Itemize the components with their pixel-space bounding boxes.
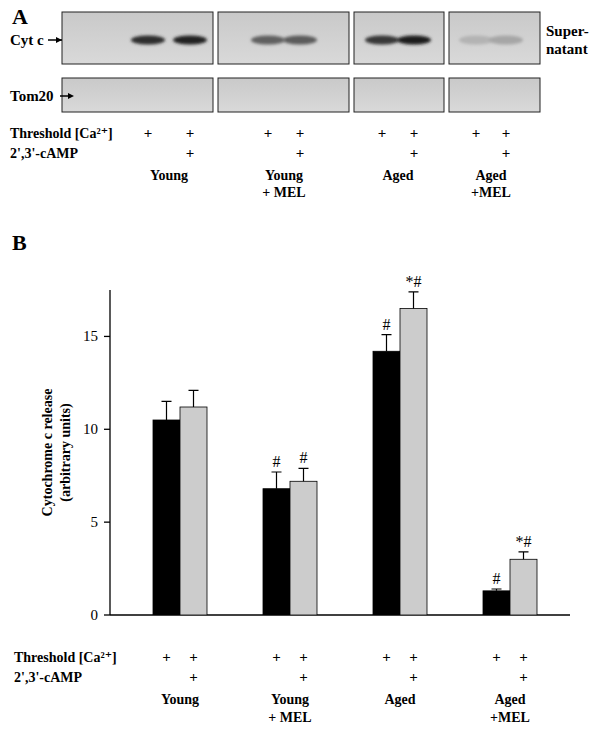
bar: [180, 407, 207, 615]
condition-mark: +: [189, 669, 198, 685]
y-tick-label: 10: [83, 421, 98, 437]
error-bar: [299, 468, 309, 481]
x-tick-label: Young: [271, 692, 309, 707]
condition-mark: +: [409, 669, 418, 685]
condition-mark: +: [378, 125, 387, 141]
condition-label: Threshold [Ca²⁺]: [10, 126, 113, 141]
blot-band: [365, 36, 399, 45]
condition-mark: +: [186, 125, 195, 141]
condition-mark: +: [519, 649, 528, 665]
blot-box: [62, 12, 213, 64]
significance-label: *#: [406, 273, 422, 290]
bar: [290, 481, 317, 615]
significance-label: #: [300, 449, 308, 466]
y-tick-label: 0: [91, 607, 99, 623]
condition-label: 2',3'-cAMP: [14, 670, 82, 685]
condition-mark: +: [144, 125, 153, 141]
condition-mark: +: [272, 649, 281, 665]
blot-band: [489, 36, 523, 45]
error-bar: [519, 552, 529, 559]
panel-label: B: [12, 230, 27, 255]
condition-label: 2',3'-cAMP: [10, 146, 78, 161]
x-tick-label: Aged: [494, 692, 525, 707]
blot-band: [251, 36, 285, 45]
condition-mark: +: [296, 125, 305, 141]
condition-mark: +: [410, 125, 419, 141]
blot-box: [449, 78, 540, 112]
arrow-head: [56, 37, 62, 43]
condition-mark: +: [519, 669, 528, 685]
y-tick: [104, 429, 110, 430]
y-tick-label: 15: [83, 328, 98, 344]
condition-mark: +: [410, 145, 419, 161]
row-label: Cyt c: [10, 32, 44, 48]
significance-label: #: [273, 453, 281, 470]
group-label: Aged: [475, 168, 506, 183]
blot-box: [449, 12, 540, 64]
error-bar: [409, 292, 419, 309]
bar: [510, 559, 537, 615]
blot-box: [218, 12, 349, 64]
row-label: Tom20: [10, 88, 54, 104]
blot-band: [131, 36, 165, 45]
condition-mark: +: [502, 125, 511, 141]
group-label: Young: [150, 168, 188, 183]
fraction-label: natant: [546, 41, 588, 57]
condition-mark: +: [492, 649, 501, 665]
condition-mark: +: [162, 649, 171, 665]
blot-box: [62, 78, 213, 112]
condition-label: Threshold [Ca²⁺]: [14, 650, 117, 665]
figure: A Cyt c Tom20 Super-natant Threshold [Ca²⁺] +…: [0, 0, 604, 741]
condition-mark: +: [472, 125, 481, 141]
group-label: Young: [265, 168, 303, 183]
bar: [483, 591, 510, 615]
condition-mark: +: [186, 145, 195, 161]
error-bar: [492, 589, 502, 591]
y-axis-label: (arbitrary units): [58, 403, 74, 502]
condition-mark: +: [409, 649, 418, 665]
blot-band: [397, 36, 431, 45]
bars: [153, 292, 537, 615]
condition-mark: +: [264, 125, 273, 141]
y-axis-label: Cytochrome c release: [40, 389, 55, 517]
error-bar: [272, 472, 282, 489]
blot-box: [354, 78, 444, 112]
condition-mark: +: [299, 669, 308, 685]
bar: [153, 420, 180, 615]
blot-band: [173, 36, 207, 45]
x-tick-label: Aged: [384, 692, 415, 707]
y-tick: [104, 614, 110, 615]
significance-label: #: [493, 570, 501, 587]
bar: [400, 309, 427, 615]
fraction-label: Super-: [546, 23, 589, 39]
condition-mark: +: [382, 649, 391, 665]
x-tick-label: Young: [161, 692, 199, 707]
y-tick-label: 5: [91, 514, 99, 530]
blot-band: [283, 36, 317, 45]
significance-label: #: [383, 316, 391, 333]
significance-label: *#: [516, 533, 532, 550]
blot-box: [354, 12, 444, 64]
group-label: + MEL: [262, 185, 305, 200]
condition-mark: +: [296, 145, 305, 161]
y-tick: [104, 336, 110, 337]
condition-mark: +: [189, 649, 198, 665]
x-tick-label: + MEL: [268, 710, 311, 725]
blot-box: [218, 78, 349, 112]
group-label: +MEL: [471, 185, 511, 200]
panel-label: A: [12, 4, 28, 29]
error-bar: [382, 335, 392, 352]
error-bar: [189, 390, 199, 407]
x-tick-label: +MEL: [490, 710, 530, 725]
bar: [373, 351, 400, 615]
group-label: Aged: [382, 168, 413, 183]
y-tick: [104, 521, 110, 522]
blot-band: [459, 36, 493, 45]
error-bar: [162, 401, 172, 420]
condition-mark: +: [502, 145, 511, 161]
y-axis: [109, 290, 110, 615]
bar: [263, 489, 290, 615]
arrow-head: [68, 93, 74, 99]
condition-mark: +: [299, 649, 308, 665]
